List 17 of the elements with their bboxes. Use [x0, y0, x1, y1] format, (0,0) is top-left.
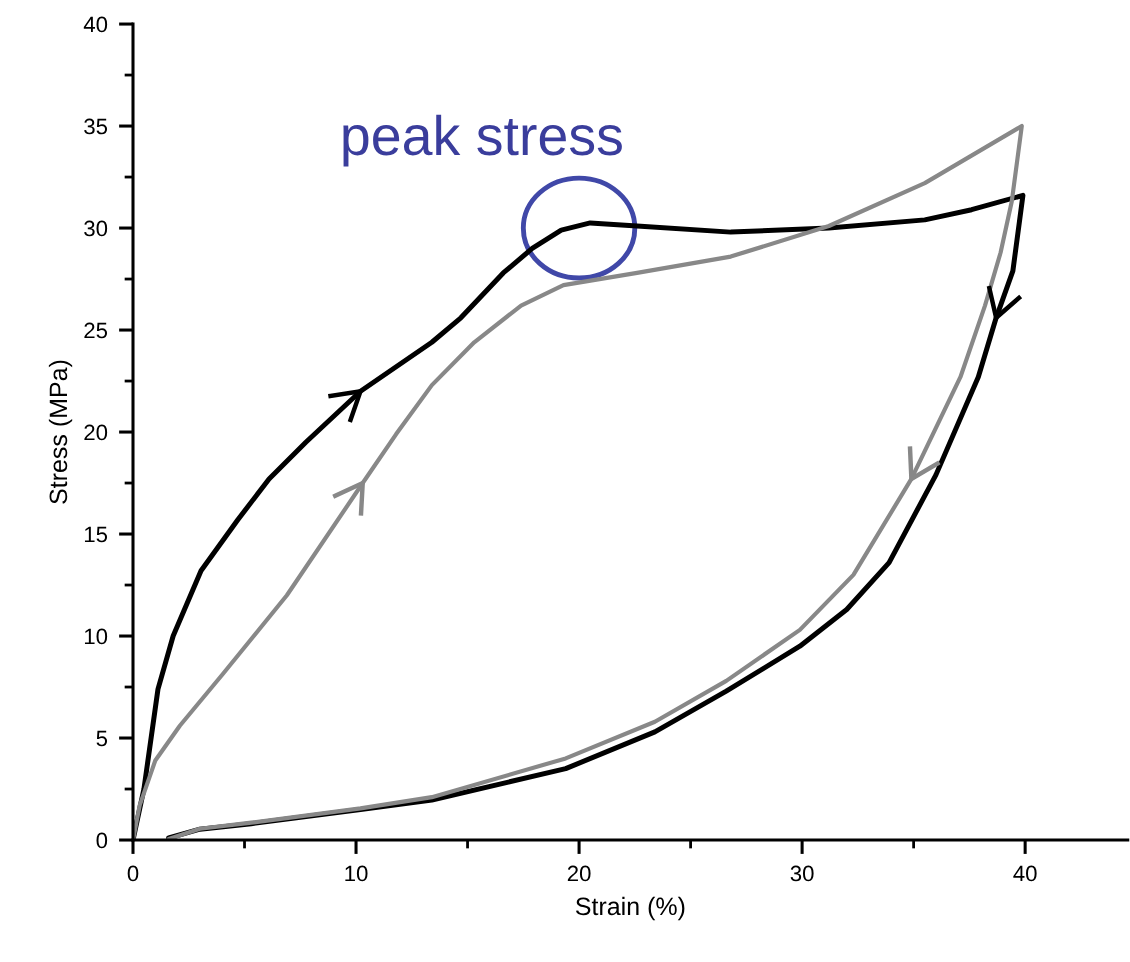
x-tick-label: 40	[1013, 865, 1037, 882]
annotation: peak stress	[343, 114, 622, 167]
x-tick-label: 20	[567, 865, 591, 882]
y-tick-label: 35	[84, 118, 108, 135]
y-tick-label: 40	[83, 16, 108, 33]
x-tick-label: 10	[345, 865, 368, 882]
x-tick-label: 0	[127, 865, 139, 882]
y-tick-label: 25	[84, 322, 108, 339]
y-axis-title: Stress (MPa)	[48, 360, 73, 504]
x-tick-label: 30	[790, 865, 814, 882]
y-tick-label: 15	[84, 526, 108, 543]
y-tick-label: 5	[96, 730, 108, 747]
y-tick-label: 30	[84, 220, 108, 237]
x-axis-title: Strain (%)	[575, 896, 685, 921]
y-tick-label: 0	[96, 832, 108, 849]
y-tick-label: 20	[84, 424, 108, 441]
y-tick-label: 10	[84, 628, 108, 645]
